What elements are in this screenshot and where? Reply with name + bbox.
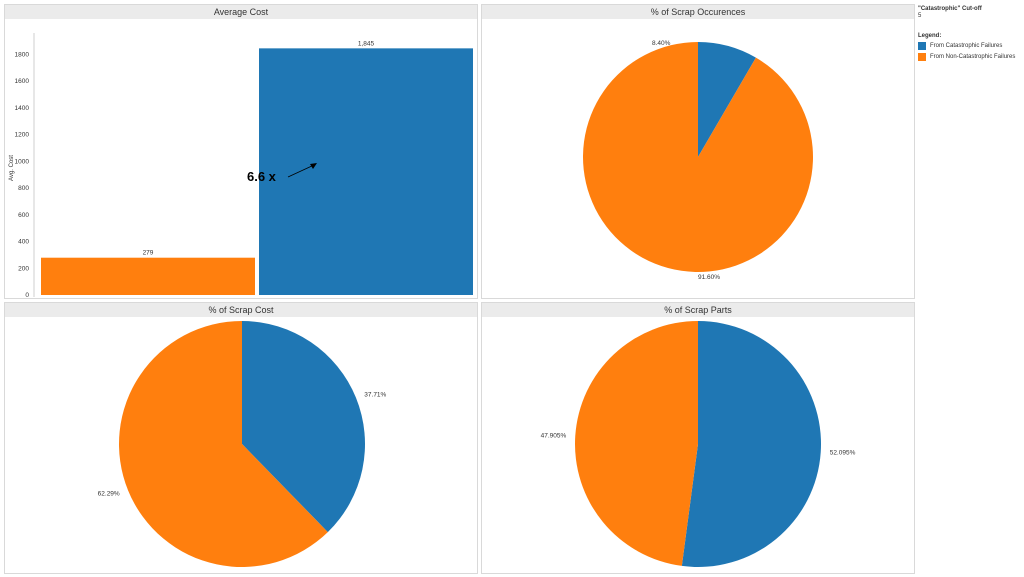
bar-catastrophic[interactable] [259,48,473,295]
legend-item-non-catastrophic[interactable]: From Non-Catastrophic Failures [918,53,1022,61]
y-tick-label: 1400 [15,105,30,112]
scrap-parts-pie: 52.095% 47.905% [541,321,856,567]
pie-slice-catastrophic[interactable] [242,321,365,533]
panel-scrap-cost: % of Scrap Cost 37.71% 62.29% [4,302,478,574]
pie-slice-label: 37.71% [364,391,386,398]
pie-slice-catastrophic[interactable] [681,321,822,567]
y-tick-label: 400 [18,239,29,246]
panel-average-cost: Average Cost Avg. Cost 0 200 400 600 800 1000 1… [4,4,478,299]
scrap-cost-title: % of Scrap Cost [5,303,477,317]
pie-slice-label: 52.095% [830,450,856,457]
pie-slice-label: 8.40% [652,40,671,47]
y-tick-label: 1200 [15,132,30,139]
legend-item-catastrophic[interactable]: From Catastrophic Failures [918,42,1022,50]
average-cost-chart: Avg. Cost 0 200 400 600 800 1000 1200 1400 1600 18… [9,33,473,299]
bar-value-label: 1,845 [358,40,375,47]
panel-scrap-occurences: % of Scrap Occurences 8.40% 91.60% [481,4,915,299]
y-axis-label: Avg. Cost [9,155,15,181]
cutoff-title: "Catastrophic" Cut-off [918,6,982,12]
y-tick-label: 1600 [15,78,30,85]
y-tick-label: 600 [18,212,29,219]
pie-slice-label: 47.905% [541,432,567,439]
pie-slice-non-catastrophic[interactable] [118,321,328,567]
y-tick-label: 200 [18,265,29,272]
pie-slice-catastrophic[interactable] [698,42,756,157]
ratio-annotation: 6.6 x [247,169,277,184]
legend-swatch-non-catastrophic [918,53,926,61]
bar-non-catastrophic[interactable] [41,257,255,295]
annotation-arrow-line [287,164,315,178]
pie-slice-label: 91.60% [698,274,720,281]
sidebar: "Catastrophic" Cut-off 5 Legend: From Ca… [918,6,1022,61]
scrap-occurences-pie: 8.40% 91.60% [583,40,813,281]
bar-value-label: 279 [143,250,154,257]
annotation-arrow-head [310,163,317,169]
y-tick-label: 1800 [15,51,30,58]
pie-slice-label: 62.29% [98,491,120,498]
panel-scrap-parts: % of Scrap Parts 52.095% 47.905% [481,302,915,574]
legend-title: Legend: [918,33,942,39]
y-tick-label: 1000 [15,158,30,165]
legend-label-non-catastrophic: From Non-Catastrophic Failures [930,54,1016,60]
pie-slice-non-catastrophic[interactable] [583,42,813,272]
cutoff-value[interactable]: 5 [918,13,922,19]
y-tick-label: 0 [25,292,29,299]
legend-swatch-catastrophic [918,42,926,50]
legend-label-catastrophic: From Catastrophic Failures [930,43,1003,49]
average-cost-title: Average Cost [5,5,477,19]
scrap-occurences-title: % of Scrap Occurences [482,5,914,19]
pie-slice-non-catastrophic[interactable] [575,321,698,566]
scrap-parts-title: % of Scrap Parts [482,303,914,317]
y-tick-label: 800 [18,185,29,192]
scrap-cost-pie: 37.71% 62.29% [98,321,387,567]
